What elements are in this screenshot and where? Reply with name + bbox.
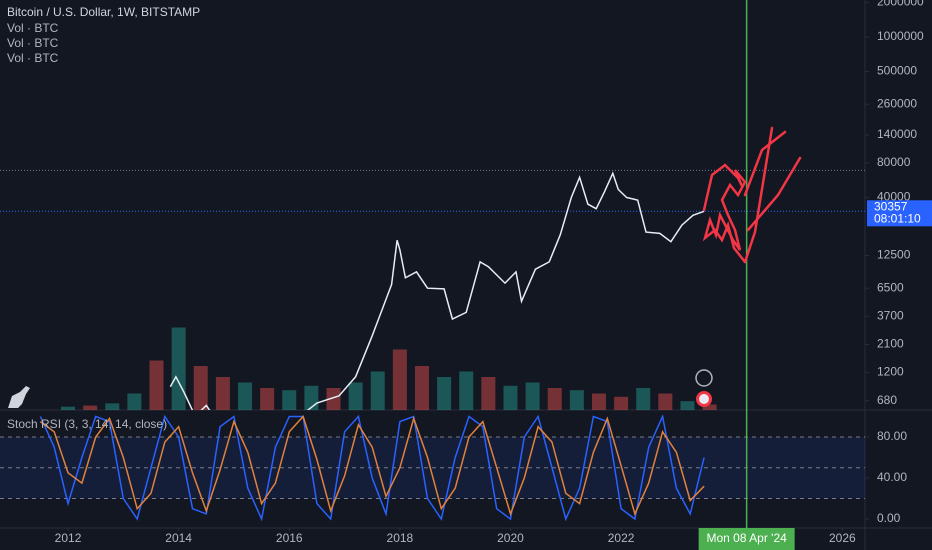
volume-bar	[392, 349, 407, 410]
volume-bar	[215, 377, 230, 410]
x-tick-label: 2022	[608, 531, 635, 545]
y-tick-label: 260000	[877, 96, 917, 110]
volume-bar	[83, 405, 98, 410]
logo[interactable]	[8, 386, 30, 408]
y-tick-label: 80000	[877, 155, 911, 169]
chart-title: Bitcoin / U.S. Dollar, 1W, BITSTAMP	[7, 5, 200, 19]
x-tick-label: 2016	[276, 531, 303, 545]
volume-bar	[591, 393, 606, 410]
rsi-title: Stoch RSI (3, 3, 14, 14, close)	[7, 417, 167, 431]
y-tick-label: 12500	[877, 248, 911, 262]
last-price-label: 30357	[874, 199, 908, 213]
x-tick-label: 2018	[387, 531, 414, 545]
volume-bar	[61, 406, 76, 410]
volume-bar	[326, 388, 341, 410]
rsi-pane	[0, 414, 865, 522]
y-tick-label: 500000	[877, 64, 917, 78]
volume-bar	[547, 388, 562, 410]
last-price-box	[867, 200, 932, 227]
volume-bar	[193, 366, 208, 410]
y-tick-label: 1000000	[877, 29, 924, 43]
rsi-tick-label: 0.00	[877, 511, 901, 525]
volume-bar	[636, 388, 651, 410]
volume-bar	[503, 385, 518, 410]
y-tick-label: 140000	[877, 127, 917, 141]
y-tick-label: 40000	[877, 190, 911, 204]
volume-bar	[614, 396, 629, 410]
main-pane	[0, 169, 865, 410]
crosshair-label-box	[698, 528, 795, 550]
y-tick-label: 6500	[877, 280, 904, 294]
event-icon[interactable]	[695, 369, 713, 387]
series-line	[39, 415, 705, 517]
volume-bar	[238, 382, 253, 410]
volume-bar	[171, 327, 186, 410]
rsi-tick-label: 80.00	[877, 429, 907, 443]
crosshair-label: Mon 08 Apr '24	[706, 531, 787, 545]
countdown-label: 08:01:10	[874, 211, 921, 225]
volume-bar	[569, 390, 584, 410]
y-tick-label: 2000000	[877, 0, 924, 9]
volume-bar	[304, 385, 319, 410]
volume-bar	[459, 371, 474, 410]
y-tick-label: 2100	[877, 337, 904, 351]
x-tick-label: 2026	[829, 531, 856, 545]
series-line	[39, 414, 705, 522]
x-tick-label: 2020	[497, 531, 524, 545]
volume-bar	[414, 366, 429, 410]
indicator-label: Vol · BTC	[7, 51, 59, 65]
indicator-label: Vol · BTC	[7, 21, 59, 35]
volume-bar	[370, 371, 385, 410]
volume-bar	[481, 377, 496, 410]
volume-bar	[127, 393, 142, 410]
volume-bar	[260, 388, 275, 410]
volume-bar	[525, 382, 540, 410]
volume-bar	[702, 404, 717, 410]
volume-bar	[348, 382, 363, 410]
annotation-drawing	[702, 126, 802, 264]
y-tick-label: 3700	[877, 308, 904, 322]
volume-bar	[658, 393, 673, 410]
rsi-tick-label: 40.00	[877, 470, 907, 484]
flag-icon-inner	[699, 394, 709, 404]
y-tick-label: 1200	[877, 365, 904, 379]
y-tick-label: 680	[877, 393, 897, 407]
volume-bar	[437, 377, 452, 410]
series-line	[169, 171, 705, 410]
indicator-label: Vol · BTC	[7, 36, 59, 50]
volume-bar	[680, 401, 695, 410]
volume-bar	[105, 403, 120, 410]
volume-bar	[282, 390, 297, 410]
x-tick-label: 2014	[165, 531, 192, 545]
x-tick-label: 2012	[55, 531, 82, 545]
volume-bar	[149, 360, 164, 410]
